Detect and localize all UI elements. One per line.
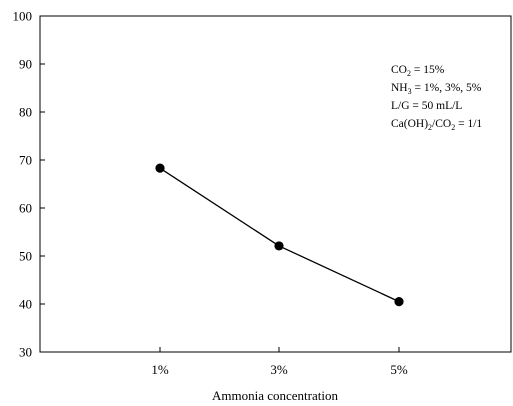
annotation-co2: CO2 = 15% xyxy=(391,64,445,78)
y-axis: 30 40 50 60 70 80 90 100 xyxy=(13,9,45,360)
annotation-ratio: Ca(OH)2/CO2 = 1/1 xyxy=(391,118,482,132)
annotation-nh3: NH3 = 1%, 3%, 5% xyxy=(391,82,482,96)
series-layer xyxy=(155,163,404,307)
plot-frame xyxy=(39,15,512,353)
y-tick-label: 30 xyxy=(19,345,32,360)
annotations: CO2 = 15% NH3 = 1%, 3%, 5% L/G = 50 mL/L Ca… xyxy=(391,64,482,132)
y-tick-label: 50 xyxy=(19,249,32,264)
series-line xyxy=(159,167,400,303)
y-tick-label: 40 xyxy=(19,297,32,312)
data-point xyxy=(394,297,404,307)
x-axis-label: Ammonia concentration xyxy=(212,388,338,403)
y-tick-label: 80 xyxy=(19,105,32,120)
annotation-lg: L/G = 50 mL/L xyxy=(391,100,462,112)
x-tick-label: 1% xyxy=(151,362,169,377)
y-tick-label: 100 xyxy=(13,9,33,24)
x-tick-label: 3% xyxy=(270,362,288,377)
data-point xyxy=(155,163,165,173)
y-tick-label: 90 xyxy=(19,57,32,72)
x-axis: 1% 3% 5% xyxy=(151,347,408,377)
x-tick-label: 5% xyxy=(390,362,408,377)
y-tick-label: 60 xyxy=(19,201,32,216)
y-tick-label: 70 xyxy=(19,153,32,168)
data-point xyxy=(274,241,284,251)
